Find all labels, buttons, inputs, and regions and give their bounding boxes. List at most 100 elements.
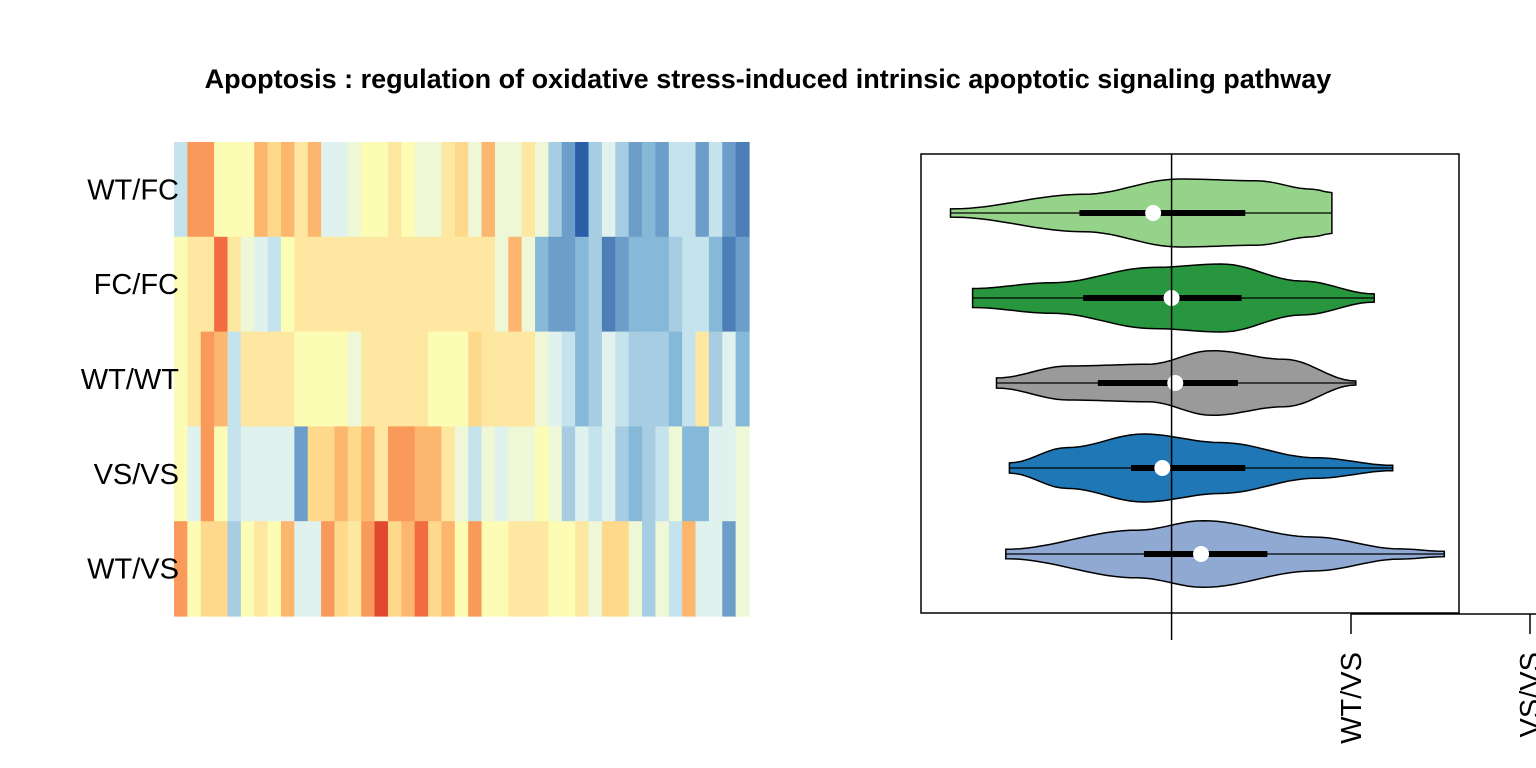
heatmap-cell: [254, 236, 269, 333]
heatmap-cell: [454, 521, 469, 617]
heatmap-cell: [334, 426, 349, 522]
heatmap-cell: [508, 426, 523, 522]
heatmap-cell: [200, 426, 215, 522]
heatmap-cell: [267, 236, 282, 333]
heatmap-cell: [334, 521, 349, 617]
heatmap-cell: [227, 331, 242, 427]
heatmap-cell: [334, 331, 349, 427]
heatmap-cell: [414, 142, 429, 238]
heatmap-cell: [468, 331, 483, 427]
violin-plot-frame: [920, 153, 1460, 614]
heatmap-cell: [468, 236, 483, 333]
heatmap-cell: [628, 521, 643, 617]
heatmap-cell: [628, 331, 643, 427]
heatmap-cell: [575, 142, 590, 238]
heatmap-cell: [494, 521, 509, 617]
heatmap: [174, 142, 750, 617]
heatmap-cell: [227, 236, 242, 333]
heatmap-cell: [347, 426, 362, 522]
heatmap-cell: [240, 331, 255, 427]
heatmap-cell: [347, 142, 362, 238]
heatmap-cell: [240, 521, 255, 617]
heatmap-cell: [695, 331, 710, 427]
heatmap-cell: [387, 331, 402, 427]
heatmap-cell: [361, 142, 376, 238]
heatmap-cell: [668, 142, 683, 238]
heatmap-cell: [240, 426, 255, 522]
heatmap-cell: [454, 236, 469, 333]
heatmap-cell: [655, 236, 670, 333]
heatmap-cell: [254, 331, 269, 427]
heatmap-cell: [414, 521, 429, 617]
heatmap-cell: [708, 521, 723, 617]
heatmap-cell: [214, 331, 229, 427]
heatmap-cell: [187, 331, 202, 427]
heatmap-cell: [361, 521, 376, 617]
heatmap-cell: [227, 426, 242, 522]
heatmap-cell: [401, 236, 416, 333]
heatmap-cell: [655, 142, 670, 238]
heatmap-cell: [655, 521, 670, 617]
heatmap-cell: [615, 521, 630, 617]
heatmap-cell: [535, 331, 550, 427]
heatmap-cell: [441, 331, 456, 427]
heatmap-cell: [575, 426, 590, 522]
heatmap-cell: [294, 236, 309, 333]
heatmap-cell: [628, 236, 643, 333]
heatmap-cell: [735, 236, 750, 333]
heatmap-cell: [722, 142, 737, 238]
heatmap-cell: [722, 331, 737, 427]
heatmap-cell: [695, 236, 710, 333]
heatmap-cell: [628, 142, 643, 238]
heatmap-cell: [695, 142, 710, 238]
heatmap-cell: [214, 142, 229, 238]
heatmap-cell: [508, 521, 523, 617]
heatmap-cell: [682, 521, 697, 617]
heatmap-cell: [428, 142, 443, 238]
heatmap-cell: [601, 331, 616, 427]
heatmap-cell: [588, 521, 603, 617]
heatmap-cell: [548, 331, 563, 427]
heatmap-cell: [240, 236, 255, 333]
heatmap-cell: [615, 426, 630, 522]
heatmap-row-label: WT/WT: [81, 364, 180, 396]
heatmap-cell: [601, 236, 616, 333]
heatmap-cell: [494, 426, 509, 522]
heatmap-cell: [267, 331, 282, 427]
heatmap-cell: [722, 426, 737, 522]
heatmap-cell: [387, 426, 402, 522]
heatmap-cell: [321, 521, 336, 617]
heatmap-cell: [294, 426, 309, 522]
heatmap-cell: [575, 331, 590, 427]
heatmap-cell: [307, 331, 322, 427]
heatmap-cell: [521, 142, 536, 238]
heatmap-cell: [588, 142, 603, 238]
heatmap-cell: [535, 236, 550, 333]
extra-axis-tick-label: WT/VS: [1336, 652, 1368, 744]
heatmap-row-label: VS/VS: [94, 459, 179, 491]
heatmap-cell: [535, 426, 550, 522]
heatmap-cell: [387, 142, 402, 238]
heatmap-cell: [494, 142, 509, 238]
heatmap-cell: [548, 426, 563, 522]
heatmap-cell: [708, 142, 723, 238]
heatmap-cell: [682, 426, 697, 522]
heatmap-cell: [615, 236, 630, 333]
heatmap-cell: [722, 521, 737, 617]
heatmap-cell: [240, 142, 255, 238]
heatmap-cell: [628, 426, 643, 522]
violin-median-point: [1167, 375, 1184, 391]
heatmap-cell: [200, 331, 215, 427]
heatmap-cell: [307, 426, 322, 522]
heatmap-cell: [374, 142, 389, 238]
heatmap-cell: [334, 236, 349, 333]
heatmap-cell: [347, 236, 362, 333]
heatmap-cell: [481, 236, 496, 333]
heatmap-cell: [682, 331, 697, 427]
heatmap-cell: [561, 331, 576, 427]
violin-median-point: [1154, 460, 1171, 476]
heatmap-cell: [374, 426, 389, 522]
heatmap-cell: [722, 236, 737, 333]
heatmap-cell: [428, 521, 443, 617]
heatmap-cell: [481, 142, 496, 238]
